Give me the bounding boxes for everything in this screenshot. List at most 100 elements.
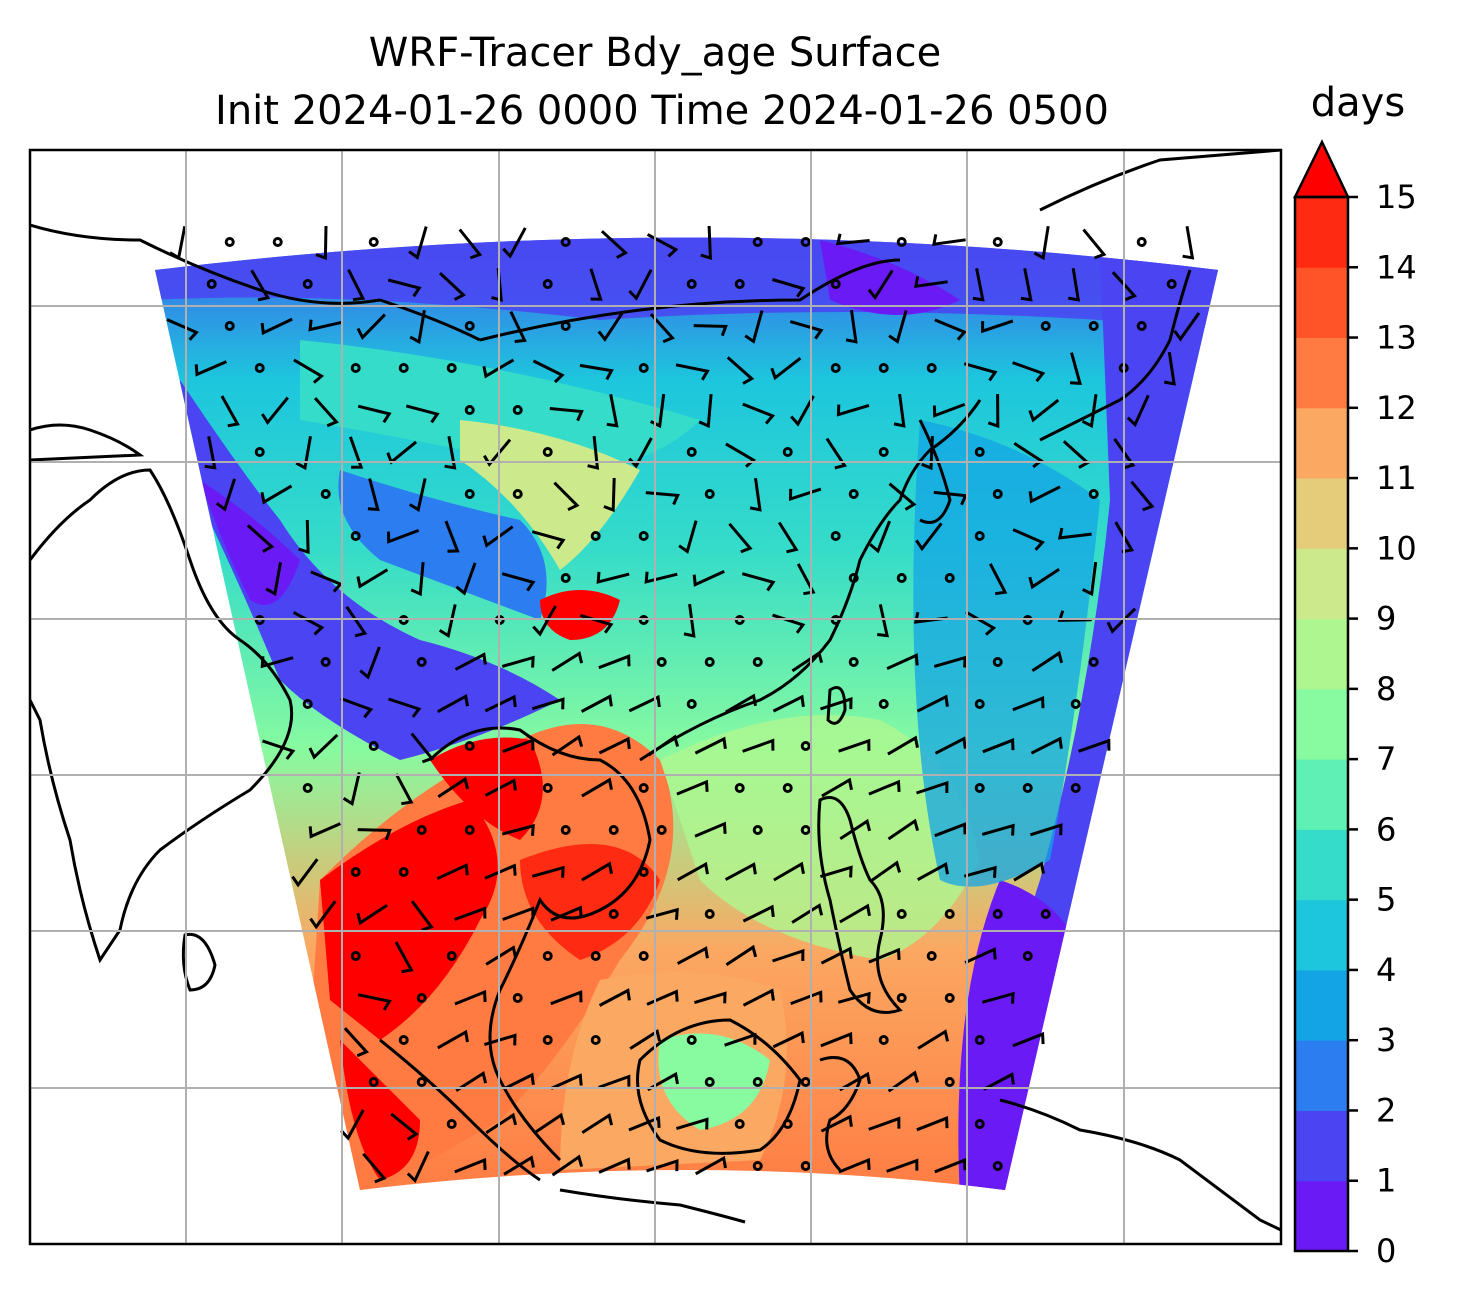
wind-barb xyxy=(292,611,325,636)
calm-wind-marker xyxy=(350,531,361,541)
calm-wind-marker xyxy=(320,657,331,667)
wind-barb xyxy=(598,988,631,1007)
wind-barb xyxy=(838,1157,871,1174)
calm-wind-marker xyxy=(464,405,475,415)
wind-barb xyxy=(357,993,392,1011)
wind-barb xyxy=(987,393,1000,429)
wind-barb xyxy=(650,393,666,429)
wind-barb xyxy=(868,947,901,964)
wind-barb xyxy=(394,773,414,806)
wind-barb xyxy=(646,1071,679,1092)
calm-wind-marker xyxy=(896,993,907,1003)
wind-barb xyxy=(867,269,894,301)
colorbar-segment xyxy=(1295,548,1348,620)
wind-barb xyxy=(724,1032,757,1047)
wind-barb xyxy=(749,477,762,512)
calm-wind-marker xyxy=(752,237,763,247)
wind-barb xyxy=(260,484,293,505)
wind-barb xyxy=(1069,352,1083,386)
wind-barb xyxy=(388,697,422,718)
wind-barb xyxy=(820,1031,853,1048)
calm-wind-marker xyxy=(350,363,361,373)
wind-barb xyxy=(410,561,425,597)
wind-barb xyxy=(1013,861,1045,882)
korea-coastline xyxy=(918,419,952,524)
russia-coastline xyxy=(1039,150,1281,212)
calm-wind-marker xyxy=(896,909,907,919)
wind-barb xyxy=(1013,442,1044,469)
calm-wind-marker xyxy=(1136,321,1147,331)
wind-barb xyxy=(1020,268,1033,302)
calm-wind-marker xyxy=(302,279,313,289)
wind-barb xyxy=(600,230,629,259)
wind-barb xyxy=(772,948,805,963)
wind-barb xyxy=(598,654,631,670)
wind-barb xyxy=(694,821,727,838)
wind-barb xyxy=(531,865,565,878)
wind-barb xyxy=(532,359,565,384)
colorbar-segment xyxy=(1295,899,1348,971)
wind-barb xyxy=(839,818,872,840)
wind-barb xyxy=(1012,528,1045,551)
wind-barb xyxy=(215,478,237,512)
wind-barb xyxy=(628,694,661,713)
calm-wind-marker xyxy=(398,363,409,373)
wind-barb xyxy=(483,438,512,467)
wind-barb xyxy=(790,990,823,1006)
wind-barb xyxy=(550,990,583,1006)
calm-wind-marker xyxy=(782,783,793,793)
wind-barb xyxy=(550,905,583,922)
mongolia-border xyxy=(479,258,901,342)
wind-barb xyxy=(455,1071,488,1092)
calm-wind-marker xyxy=(590,531,601,541)
wind-barb xyxy=(742,904,775,923)
wind-barb xyxy=(598,1074,631,1089)
wind-barb xyxy=(309,900,337,930)
colorbar-segments xyxy=(1295,197,1348,1252)
wind-barb xyxy=(886,653,919,670)
calm-wind-marker xyxy=(542,447,553,457)
wind-barb xyxy=(308,733,339,760)
wind-barb xyxy=(914,276,948,288)
wind-barb xyxy=(725,442,757,468)
wind-barb xyxy=(868,1116,901,1131)
calm-wind-marker xyxy=(944,993,955,1003)
wind-barb xyxy=(888,482,917,511)
wind-barb xyxy=(770,357,802,381)
calm-wind-marker xyxy=(560,237,571,247)
wind-barb xyxy=(675,363,710,381)
calm-wind-marker xyxy=(1070,699,1081,709)
calm-wind-marker xyxy=(350,951,361,961)
wind-barb xyxy=(553,481,580,512)
wind-barb xyxy=(821,777,853,798)
calm-wind-marker xyxy=(704,489,715,499)
calm-wind-marker xyxy=(560,321,571,331)
wind-barb xyxy=(963,362,998,382)
colorbar-segment xyxy=(1295,969,1348,1041)
wind-barb xyxy=(340,1109,365,1141)
wind-barb xyxy=(220,395,240,428)
wind-barb xyxy=(825,437,847,470)
colorbar-tick-label: 12 xyxy=(1376,389,1417,427)
wind-barb xyxy=(436,693,469,714)
wind-barb xyxy=(676,861,709,882)
wind-barb xyxy=(250,269,271,302)
wind-barb xyxy=(886,1158,919,1173)
calm-wind-marker xyxy=(320,489,331,499)
wind-barb xyxy=(698,393,713,429)
calm-wind-marker xyxy=(926,363,937,373)
wind-barb xyxy=(982,1072,1015,1091)
calm-wind-marker xyxy=(542,951,553,961)
wind-barb xyxy=(916,1116,949,1132)
wind-barb xyxy=(934,318,968,341)
wind-barb xyxy=(362,1152,387,1184)
wind-barb xyxy=(683,603,696,638)
calm-wind-marker xyxy=(416,993,427,1003)
wind-barb xyxy=(676,779,709,796)
calm-wind-marker xyxy=(752,657,763,667)
calm-wind-marker xyxy=(992,1161,1003,1171)
calm-wind-marker xyxy=(800,825,811,835)
wind-barb xyxy=(963,865,997,878)
wind-barb xyxy=(777,521,799,554)
wind-barb xyxy=(649,313,675,344)
